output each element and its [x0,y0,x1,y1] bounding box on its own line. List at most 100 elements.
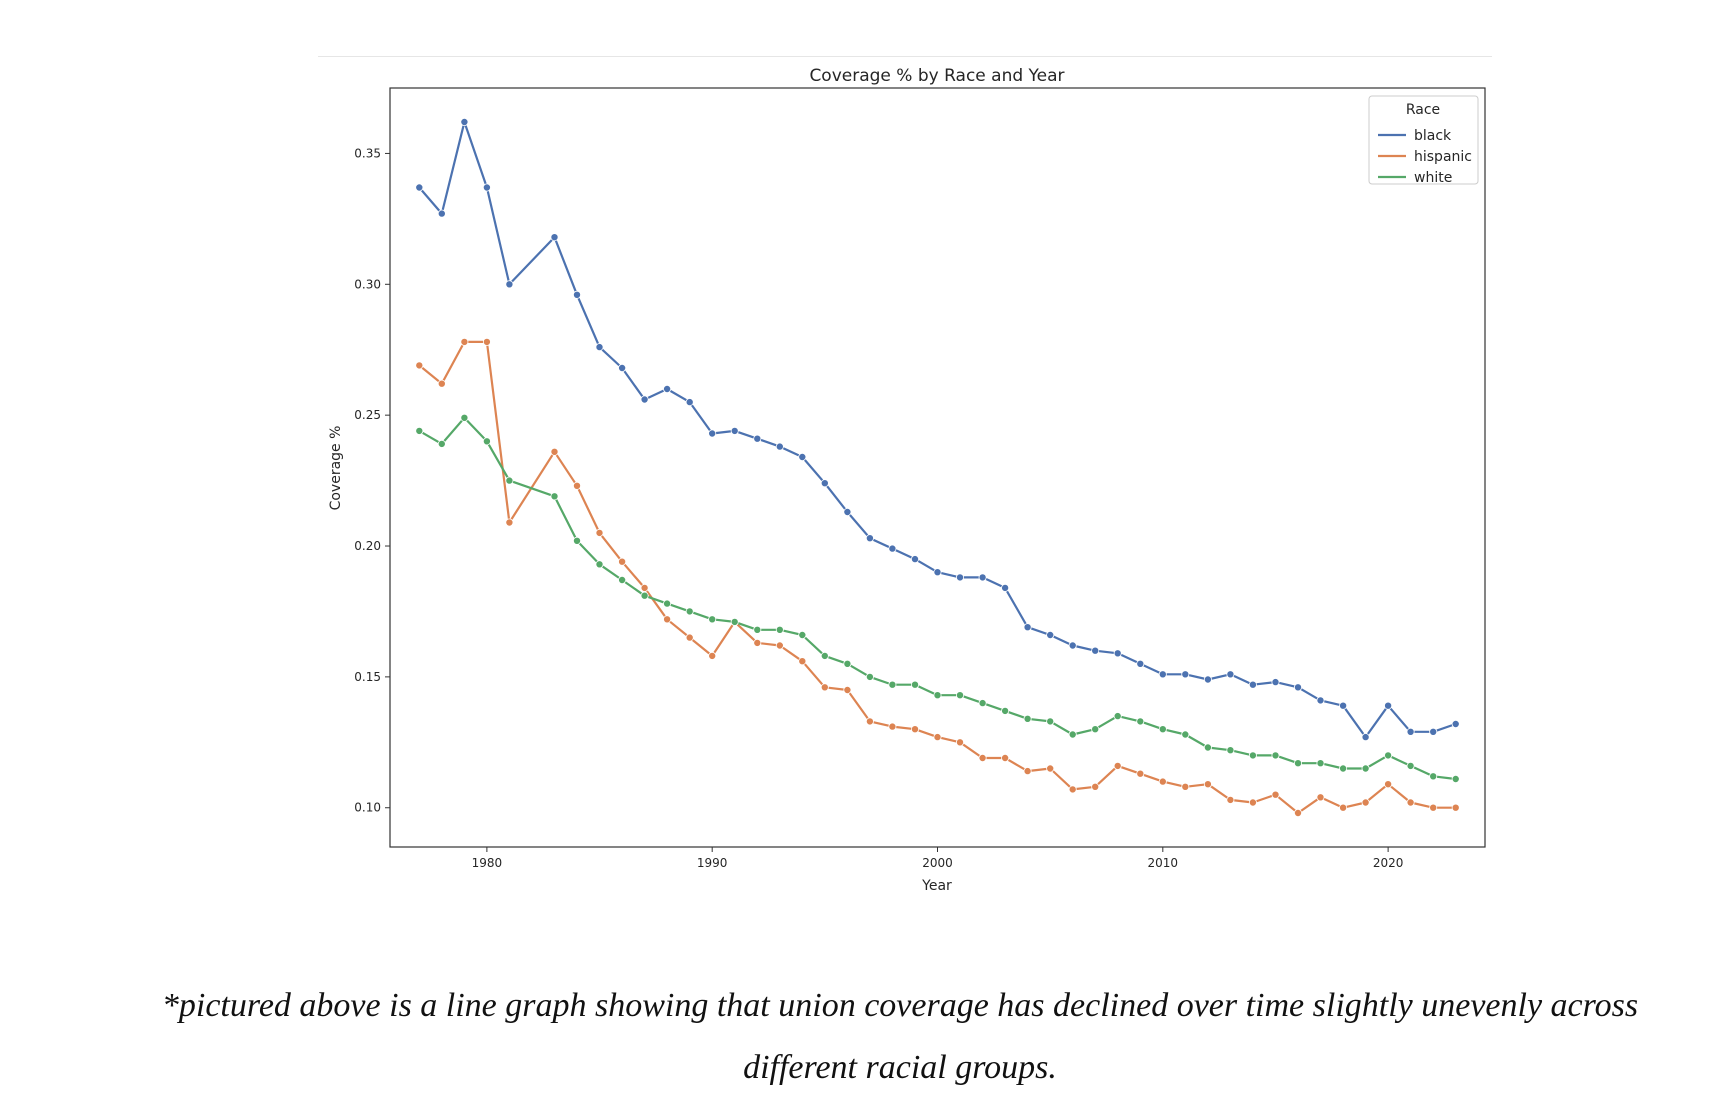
y-tick-label: 0.10 [354,801,381,815]
data-point-white [1294,759,1303,768]
legend-label-hispanic: hispanic [1414,149,1472,165]
data-point-hispanic [1113,761,1122,770]
data-point-hispanic [505,518,514,527]
data-point-hispanic [1429,803,1438,812]
data-point-hispanic [843,686,852,695]
data-point-black [595,343,604,352]
data-point-white [1203,743,1212,752]
data-point-white [1271,751,1280,760]
data-point-black [685,398,694,407]
data-point-black [573,290,582,299]
data-point-hispanic [708,651,717,660]
data-point-white [663,599,672,608]
data-point-black [911,555,920,564]
data-point-hispanic [1023,767,1032,776]
data-point-white [437,439,446,448]
data-point-black [482,183,491,192]
data-point-hispanic [820,683,829,692]
data-point-white [595,560,604,569]
data-point-white [550,492,559,501]
data-point-black [1361,733,1370,742]
data-point-hispanic [1068,785,1077,794]
legend-label-black: black [1414,128,1452,144]
data-point-hispanic [798,657,807,666]
data-point-white [753,625,762,634]
data-point-black [798,452,807,461]
data-point-black [1429,727,1438,736]
data-point-hispanic [595,528,604,537]
legend-label-white: white [1414,170,1452,186]
y-axis: 0.10 0.15 0.20 0.25 0.30 0.35 [354,146,390,815]
data-point-black [505,280,514,289]
data-point-white [730,617,739,626]
data-point-black [1136,659,1145,668]
data-point-black [775,442,784,451]
data-point-white [1451,775,1460,784]
data-point-black [1248,680,1257,689]
x-tick-label: 1980 [472,856,503,870]
data-point-white [1023,714,1032,723]
y-tick-label: 0.30 [354,277,381,291]
caption-line-2: different racial groups. [743,1049,1057,1086]
data-point-white [1248,751,1257,760]
data-point-black [1451,720,1460,729]
data-point-white [1046,717,1055,726]
data-point-black [415,183,424,192]
data-point-black [437,209,446,218]
data-point-white [482,437,491,446]
data-point-black [1113,649,1122,658]
data-point-white [1091,725,1100,734]
data-point-black [843,507,852,516]
data-point-hispanic [1181,782,1190,791]
data-point-black [933,568,942,577]
data-point-white [1429,772,1438,781]
data-point-hispanic [1384,780,1393,789]
data-point-hispanic [753,638,762,647]
data-point-hispanic [573,481,582,490]
data-point-white [1001,706,1010,715]
legend-box [1368,95,1479,185]
data-point-hispanic [415,361,424,370]
data-point-hispanic [775,641,784,650]
data-point-hispanic [618,557,627,566]
data-point-black [1384,701,1393,710]
data-point-white [1113,712,1122,721]
data-point-white [1226,746,1235,755]
data-point-black [1203,675,1212,684]
data-point-hispanic [663,615,672,624]
data-point-white [775,625,784,634]
data-point-white [1068,730,1077,739]
data-point-black [1158,670,1167,679]
y-tick-label: 0.25 [354,408,381,422]
data-point-white [956,691,965,700]
data-point-black [978,573,987,582]
data-point-hispanic [685,633,694,642]
data-point-white [685,607,694,616]
legend-title: Race [1406,102,1440,118]
data-point-black [1181,670,1190,679]
data-point-hispanic [1451,803,1460,812]
data-point-hispanic [550,447,559,456]
data-point-hispanic [1294,809,1303,818]
data-point-black [888,544,897,553]
data-point-white [865,672,874,681]
caption-line-1: *pictured above is a line graph showing … [161,987,1639,1024]
data-point-white [843,659,852,668]
data-point-black [663,384,672,393]
data-point-white [1136,717,1145,726]
data-point-black [1091,646,1100,655]
data-point-white [933,691,942,700]
data-point-white [708,615,717,624]
y-tick-label: 0.35 [354,146,381,160]
data-point-black [640,395,649,404]
data-point-white [1181,730,1190,739]
data-point-black [1406,727,1415,736]
data-point-black [1068,641,1077,650]
series-line-black [418,120,1457,739]
data-point-black [1271,678,1280,687]
data-point-hispanic [1316,793,1325,802]
data-point-black [730,426,739,435]
data-point-white [1339,764,1348,773]
data-point-hispanic [956,738,965,747]
data-point-hispanic [640,583,649,592]
